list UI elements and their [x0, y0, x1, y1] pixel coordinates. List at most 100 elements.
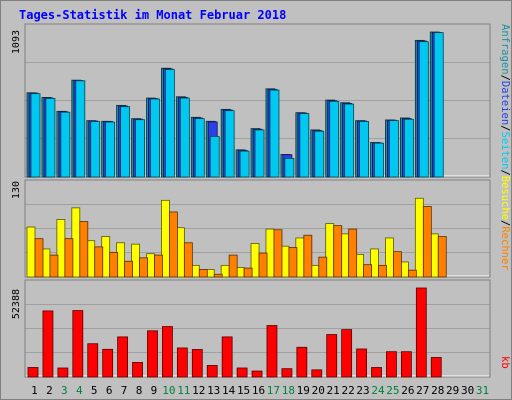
bar-bottom-kb-day-9 — [147, 330, 158, 378]
panel-max-label-top: 1093 — [11, 30, 22, 54]
panel-max-label-middle: 130 — [11, 181, 22, 199]
bar-middle-Rechner-day-24 — [378, 264, 387, 278]
bar-top-Seiten-day-3 — [60, 111, 71, 178]
x-tick-label-29: 29 — [446, 384, 459, 397]
bar-middle-Rechner-day-7 — [124, 260, 134, 278]
x-tick-label-24: 24 — [371, 384, 385, 397]
bar-bottom-kb-day-5 — [87, 343, 99, 378]
bar-bottom-kb-day-1 — [27, 367, 39, 378]
legend-right-top: Anfragen/Dateien/Seiten/Besuche/Rechner — [499, 24, 511, 271]
bar-middle-Rechner-day-4 — [79, 221, 89, 278]
bar-top-Seiten-day-14 — [224, 110, 235, 178]
legend-entry-kb: kb — [499, 356, 511, 369]
legend-entry-rechner: Rechner — [499, 226, 511, 270]
bar-top-Seiten-day-12 — [194, 118, 205, 178]
bar-middle-Rechner-day-18 — [288, 247, 298, 278]
bar-bottom-kb-day-3 — [57, 367, 69, 378]
bar-top-Seiten-day-18 — [284, 158, 295, 178]
bar-bottom-kb-day-13 — [206, 365, 218, 378]
bar-top-Seiten-day-20 — [314, 130, 325, 178]
legend-entry-seiten: Seiten — [499, 132, 511, 170]
legend-separator: / — [499, 169, 511, 175]
bar-top-Seiten-day-28 — [433, 32, 444, 178]
bar-top-Seiten-day-7 — [120, 106, 131, 178]
x-tick-label-25: 25 — [386, 384, 399, 397]
bar-top-Seiten-day-9 — [150, 98, 160, 178]
chart-title: Tages-Statistik im Monat Februar 2018 — [19, 8, 286, 22]
bar-bottom-kb-day-18 — [281, 368, 293, 378]
bar-middle-Rechner-day-27 — [422, 206, 432, 278]
x-tick-label-15: 15 — [237, 384, 250, 397]
x-tick-label-17: 17 — [267, 384, 280, 397]
bar-middle-Rechner-day-12 — [198, 269, 208, 278]
bar-middle-Rechner-day-22 — [348, 228, 358, 278]
x-tick-label-7: 7 — [121, 384, 128, 397]
legend-right-bottom: kb — [499, 356, 511, 369]
x-tick-label-20: 20 — [312, 384, 325, 397]
bar-top-Seiten-day-13 — [209, 136, 220, 178]
x-tick-label-5: 5 — [91, 384, 98, 397]
bar-middle-Rechner-day-19 — [303, 234, 313, 278]
x-tick-label-31: 31 — [476, 384, 489, 397]
bar-bottom-kb-day-8 — [132, 361, 143, 378]
bar-top-Seiten-day-27 — [418, 41, 429, 178]
x-tick-label-11: 11 — [177, 384, 190, 397]
bar-bottom-kb-day-4 — [72, 310, 84, 378]
bar-middle-Rechner-day-25 — [393, 251, 402, 278]
x-axis-tick-labels: 1 2 3 4 5 6 7 8 9 10 11 12 13 14 15 16 17 18 19 20 21 22 23 24 2… — [31, 384, 489, 397]
panel-middle: 130 — [11, 179, 491, 278]
bar-top-Seiten-day-26 — [403, 118, 414, 178]
x-tick-label-8: 8 — [136, 384, 143, 397]
bar-top-Seiten-day-23 — [359, 121, 369, 178]
bar-top-Seiten-day-15 — [239, 150, 250, 178]
bar-top-Seiten-day-25 — [389, 120, 399, 178]
bar-middle-Rechner-day-26 — [407, 269, 417, 278]
x-tick-label-13: 13 — [207, 384, 220, 397]
bar-bottom-kb-day-10 — [162, 326, 173, 378]
bar-bottom-kb-day-6 — [102, 348, 114, 378]
bar-bottom-kb-day-19 — [296, 346, 308, 378]
bar-middle-Rechner-day-15 — [243, 267, 253, 278]
bar-top-Seiten-day-21 — [329, 100, 340, 178]
x-tick-label-1: 1 — [31, 384, 38, 397]
x-tick-label-6: 6 — [106, 384, 113, 397]
x-tick-label-22: 22 — [341, 384, 354, 397]
bar-top-Seiten-day-2 — [45, 98, 56, 178]
bar-middle-Rechner-day-13 — [213, 273, 223, 278]
x-tick-label-19: 19 — [297, 384, 310, 397]
bar-bottom-kb-day-25 — [386, 351, 397, 378]
x-tick-label-16: 16 — [252, 384, 265, 397]
x-tick-label-4: 4 — [76, 384, 83, 397]
legend-entry-anfragen: Anfragen — [499, 24, 511, 75]
bar-bottom-kb-day-7 — [117, 336, 129, 378]
bar-top-Seiten-day-1 — [30, 93, 41, 178]
bar-middle-Rechner-day-11 — [183, 242, 193, 278]
bar-middle-Rechner-day-16 — [258, 252, 268, 278]
bar-bottom-kb-day-26 — [400, 351, 412, 378]
panel-top: 1093 — [11, 23, 491, 178]
legend-separator: / — [499, 220, 511, 226]
panel-bottom: 52388 — [11, 279, 491, 378]
bar-middle-Rechner-day-9 — [154, 254, 163, 278]
x-tick-label-2: 2 — [46, 384, 53, 397]
bar-middle-Rechner-day-20 — [318, 256, 328, 278]
bar-middle-Rechner-day-6 — [109, 251, 119, 278]
legend-separator: / — [499, 125, 511, 131]
x-tick-label-12: 12 — [192, 384, 205, 397]
bar-bottom-kb-day-2 — [42, 310, 54, 378]
bar-middle-Besuche-day-1 — [26, 226, 36, 278]
bar-middle-Rechner-day-5 — [94, 246, 104, 278]
bar-top-Seiten-day-11 — [179, 97, 190, 178]
bar-top-Seiten-day-24 — [374, 142, 384, 178]
bar-bottom-kb-day-17 — [266, 325, 278, 378]
legend-entry-besuche: Besuche — [499, 176, 511, 220]
x-tick-label-10: 10 — [162, 384, 175, 397]
panels: 1093 130 52388 — [11, 23, 491, 378]
bar-bottom-kb-day-16 — [251, 370, 263, 378]
bar-top-Seiten-day-16 — [254, 129, 265, 178]
x-tick-label-30: 30 — [461, 384, 474, 397]
bar-top-Seiten-day-17 — [269, 89, 280, 178]
panel-max-label-bottom: 52388 — [11, 289, 22, 319]
bar-bottom-kb-day-23 — [356, 348, 367, 378]
